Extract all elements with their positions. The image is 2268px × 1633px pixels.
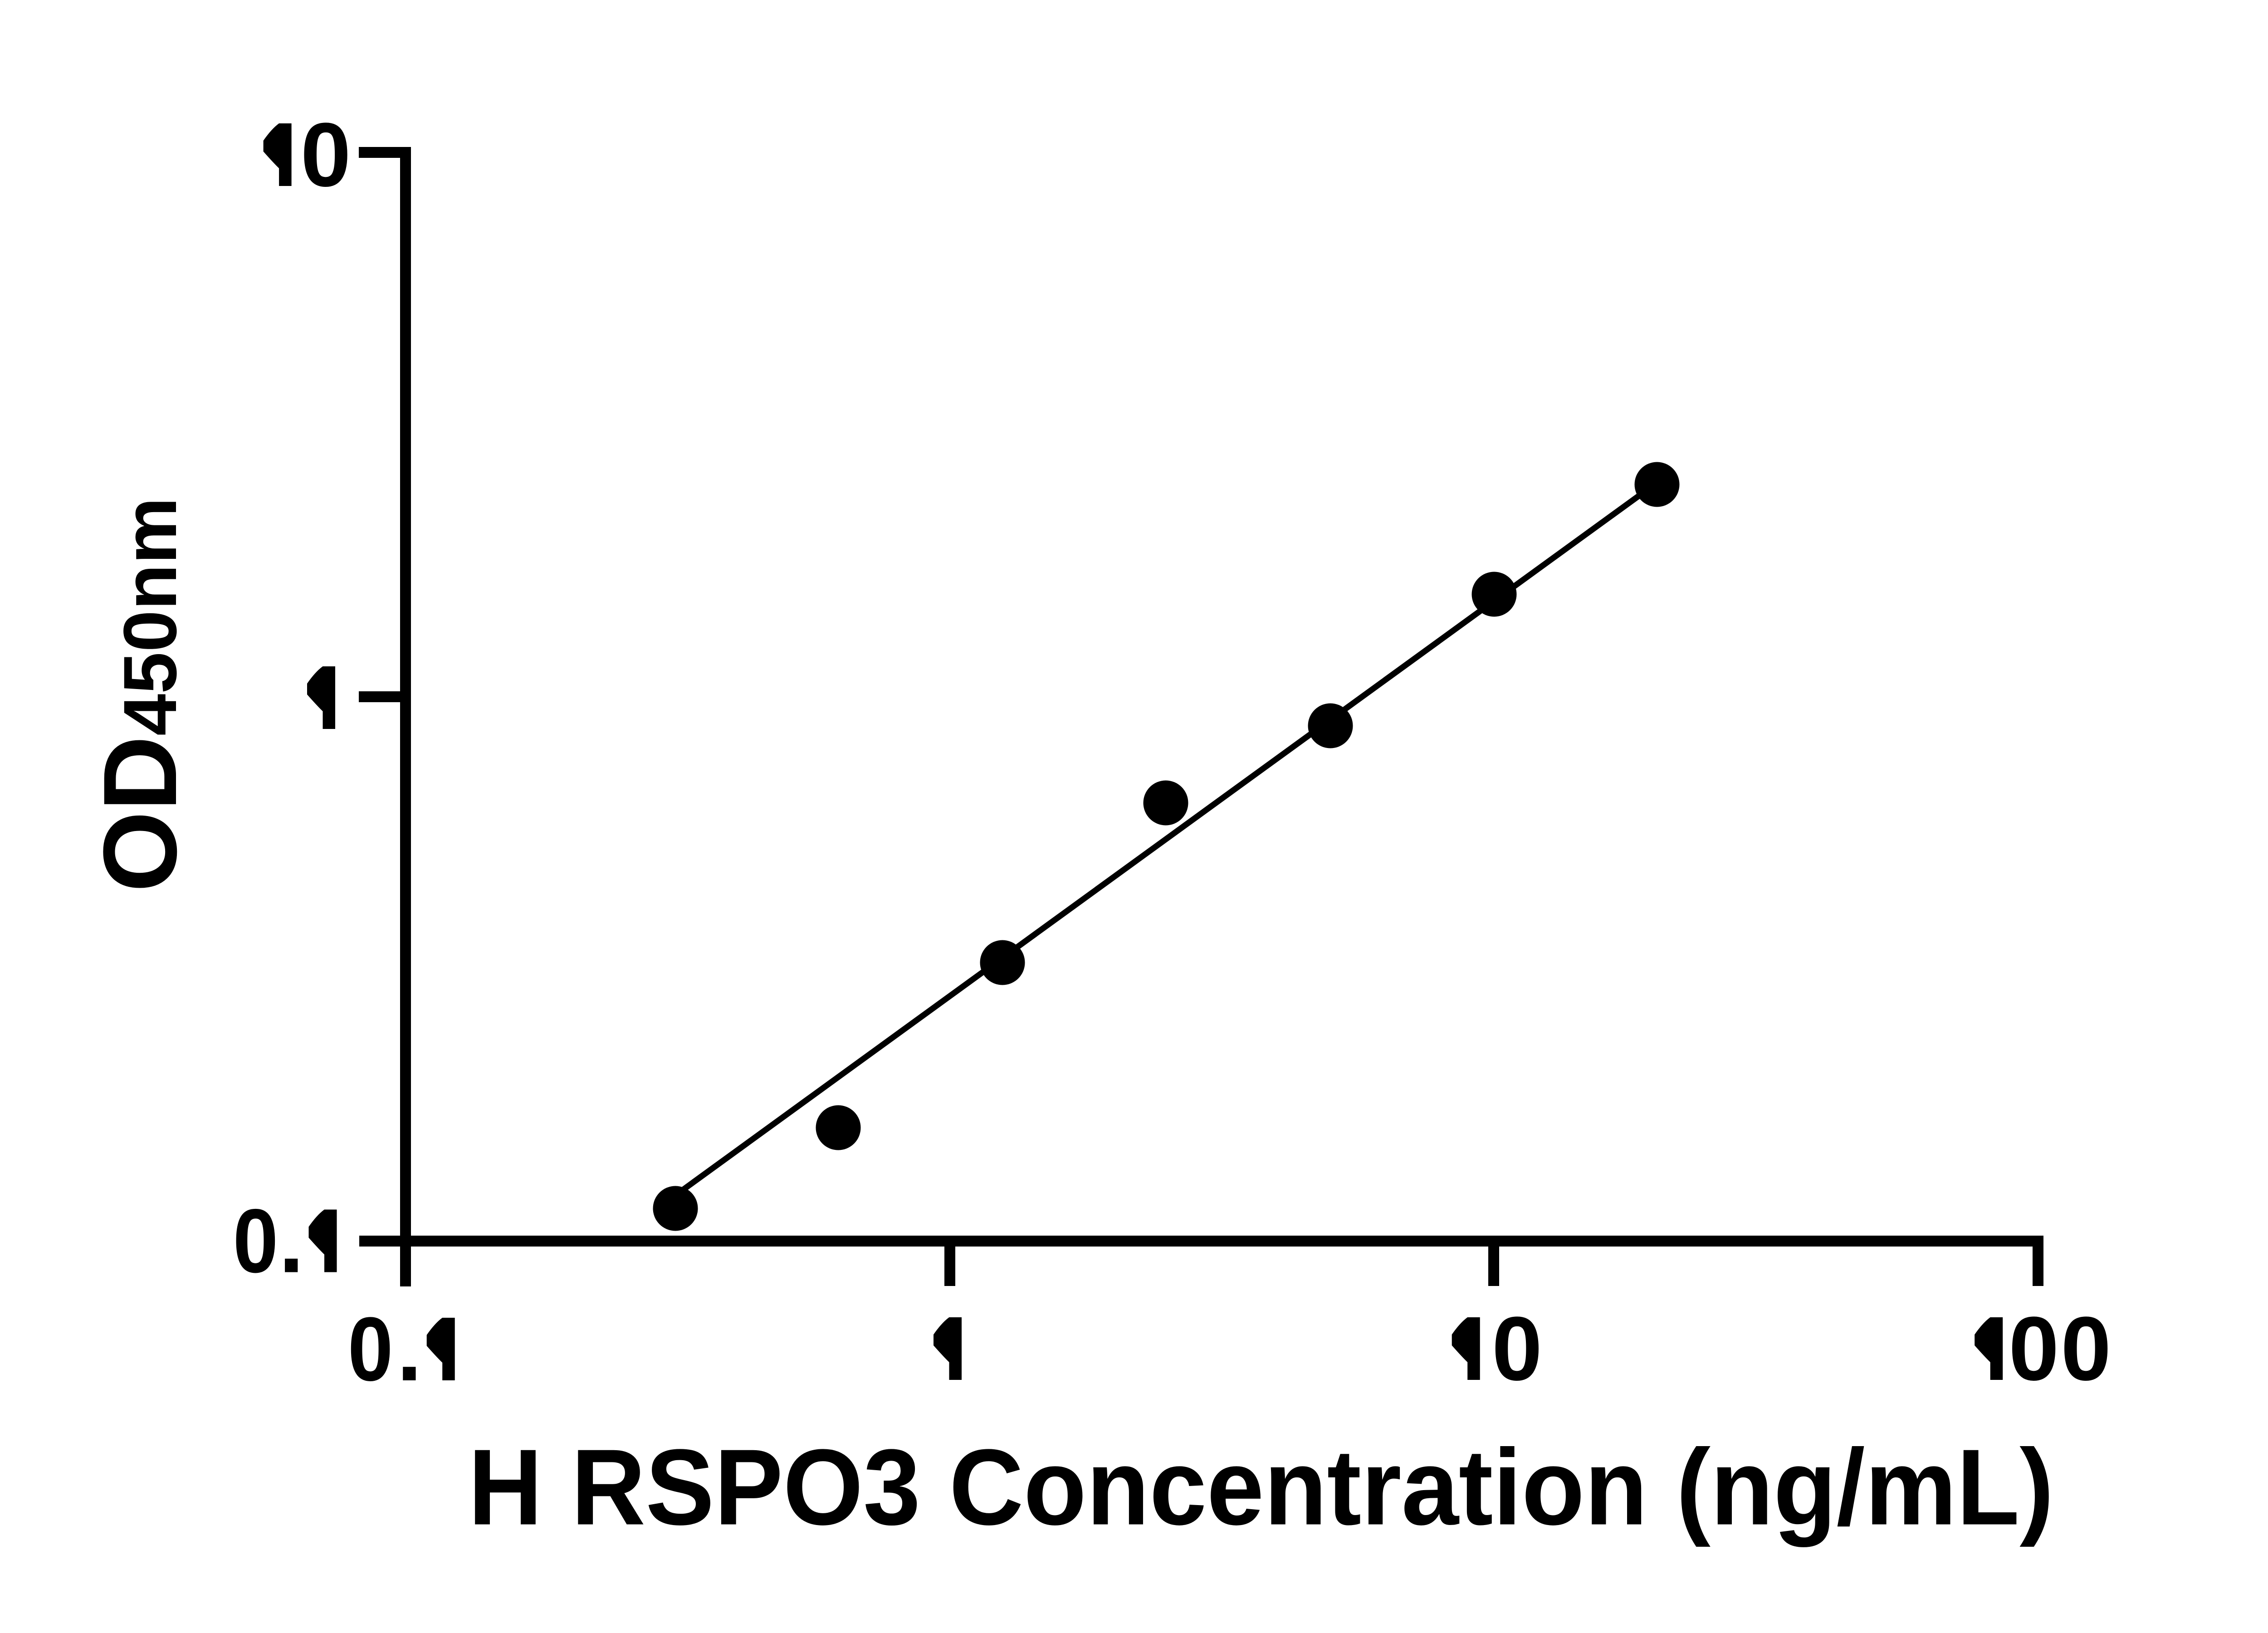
svg-text:H RSPO3 Concentration (ng/mL): H RSPO3 Concentration (ng/mL) xyxy=(468,1428,2054,1548)
svg-text:0: 0 xyxy=(301,104,351,205)
svg-text:0: 0 xyxy=(348,1299,393,1400)
svg-text:.: . xyxy=(279,1191,304,1292)
svg-text:0: 0 xyxy=(2061,1298,2111,1399)
svg-text:0: 0 xyxy=(1492,1298,1542,1399)
svg-text:0: 0 xyxy=(233,1191,279,1292)
svg-text:0: 0 xyxy=(2009,1298,2059,1399)
svg-text:.: . xyxy=(397,1299,422,1400)
